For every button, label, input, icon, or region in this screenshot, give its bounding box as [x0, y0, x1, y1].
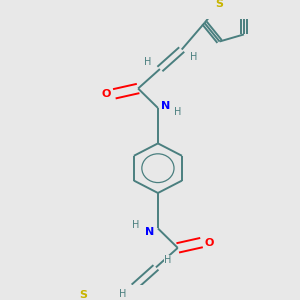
- Text: N: N: [146, 227, 154, 237]
- Text: O: O: [205, 238, 214, 248]
- Text: S: S: [79, 290, 87, 300]
- Text: H: H: [132, 220, 140, 230]
- Text: N: N: [161, 101, 170, 111]
- Text: O: O: [102, 89, 111, 99]
- Text: H: H: [118, 289, 126, 299]
- Text: H: H: [164, 255, 172, 265]
- Text: H: H: [144, 57, 152, 67]
- Text: H: H: [174, 106, 182, 116]
- Text: H: H: [190, 52, 197, 61]
- Text: S: S: [216, 0, 224, 9]
